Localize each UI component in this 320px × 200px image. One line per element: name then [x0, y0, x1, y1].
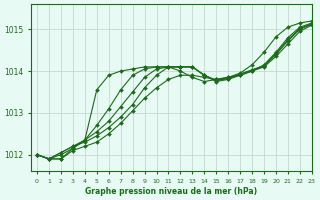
- X-axis label: Graphe pression niveau de la mer (hPa): Graphe pression niveau de la mer (hPa): [85, 187, 258, 196]
